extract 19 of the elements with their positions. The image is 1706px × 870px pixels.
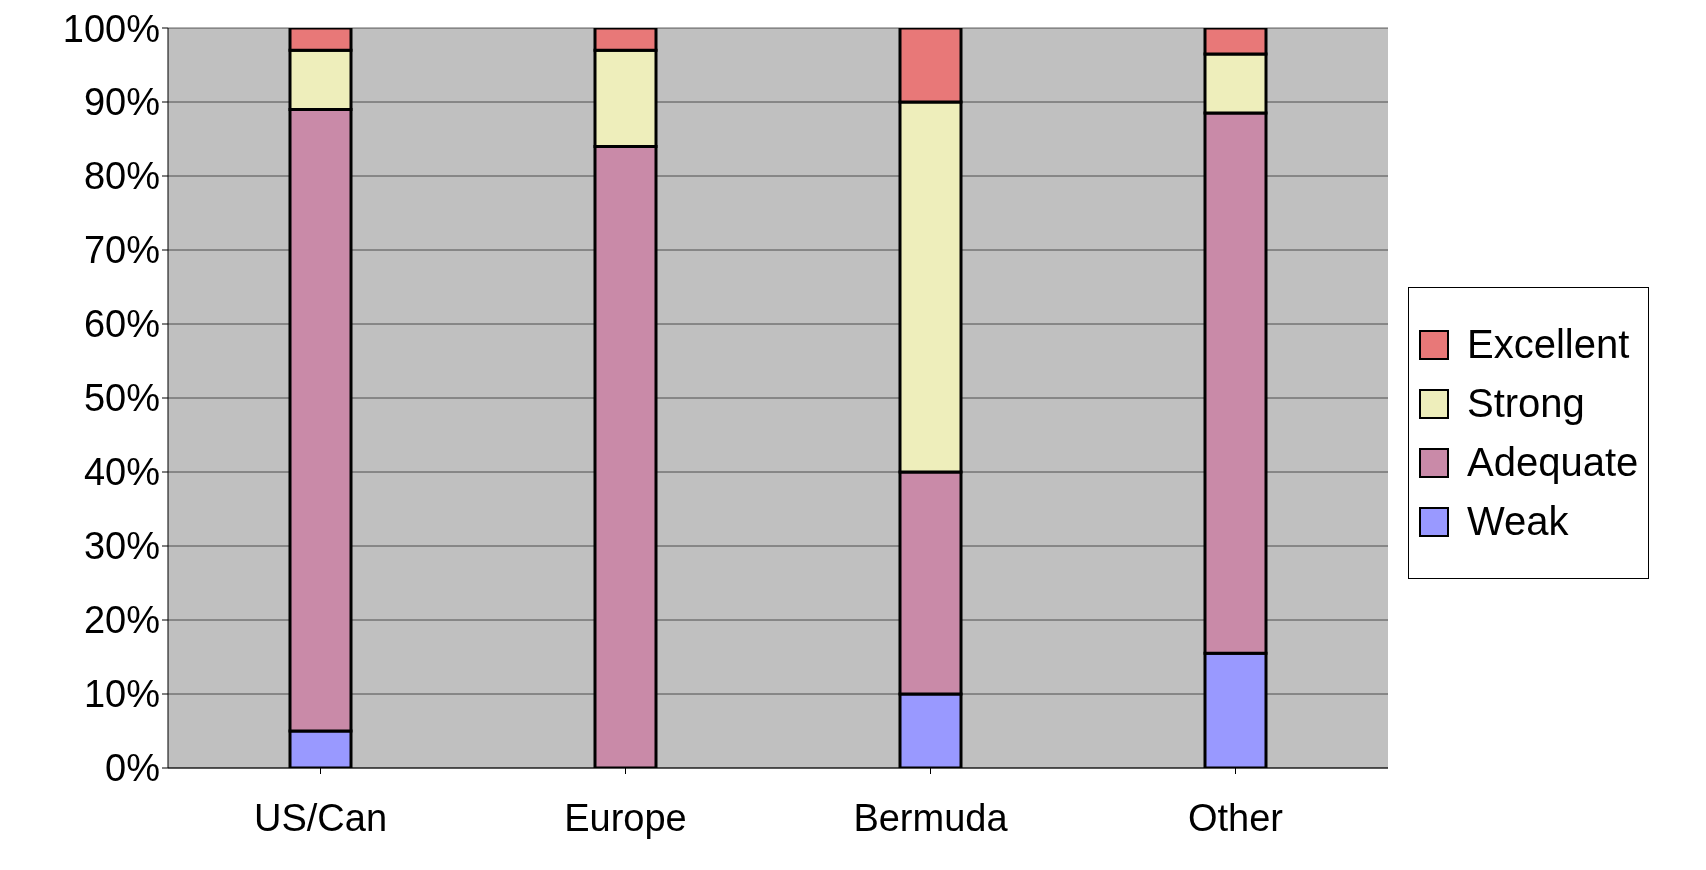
y-tick-label: 100%: [62, 7, 160, 50]
x-tick-label: Europe: [564, 796, 687, 839]
y-tick-label: 0%: [105, 747, 160, 790]
y-tick-label: 10%: [83, 673, 160, 716]
y-tick-label: 40%: [83, 451, 160, 494]
legend-label: Strong: [1467, 381, 1585, 426]
legend-label: Weak: [1467, 499, 1569, 544]
y-tick-label: 30%: [83, 525, 160, 568]
y-tick-label: 70%: [83, 229, 160, 272]
legend-label: Excellent: [1467, 322, 1630, 367]
y-tick-label: 90%: [83, 81, 160, 124]
legend-label: Adequate: [1467, 440, 1639, 485]
y-tick-label: 50%: [83, 377, 160, 420]
y-tick-label: 80%: [83, 155, 160, 198]
y-tick-label: 60%: [83, 303, 160, 346]
x-tick-label: Other: [1187, 796, 1284, 839]
x-tick-label: Bermuda: [853, 796, 1009, 839]
x-tick-label: US/Can: [253, 796, 388, 839]
y-tick-label: 20%: [83, 599, 160, 642]
